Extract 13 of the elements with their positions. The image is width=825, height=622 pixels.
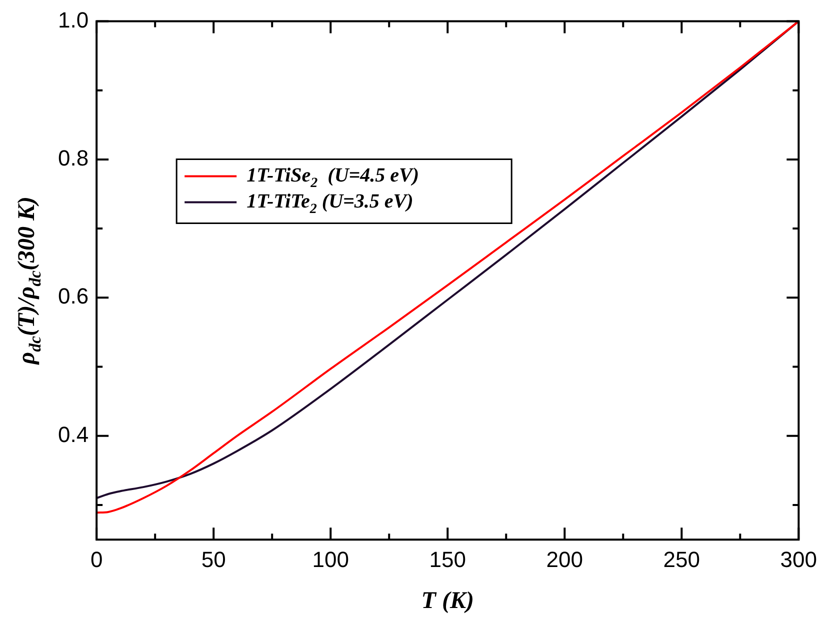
x-tick-label: 200	[546, 546, 583, 572]
y-tick-label: 0.4	[58, 422, 89, 447]
y-tick-label: 0.8	[58, 146, 89, 171]
y-tick-label: 1.0	[58, 7, 89, 32]
x-tick-label: 250	[663, 546, 700, 572]
x-tick-label: 300	[780, 546, 818, 572]
x-tick-label: 100	[312, 546, 349, 572]
x-tick-label: 0	[90, 546, 103, 572]
x-axis-title: T (K)	[421, 588, 474, 614]
y-axis-title: ρdc(T)/ρdc(300 K)	[14, 196, 45, 366]
x-tick-label: 150	[429, 546, 466, 572]
y-tick-label: 0.6	[58, 284, 89, 309]
x-tick-label: 50	[201, 546, 226, 572]
